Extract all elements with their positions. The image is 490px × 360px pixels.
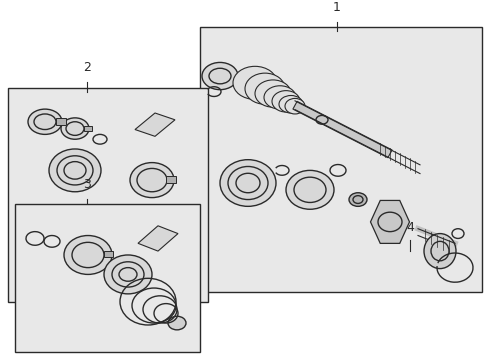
Text: 4: 4: [406, 221, 414, 234]
Ellipse shape: [28, 109, 62, 134]
Ellipse shape: [233, 66, 277, 99]
Ellipse shape: [202, 62, 238, 90]
Bar: [166, 176, 176, 183]
Ellipse shape: [272, 91, 300, 112]
Text: 1: 1: [333, 1, 341, 14]
Ellipse shape: [130, 163, 174, 198]
Ellipse shape: [168, 316, 186, 330]
Bar: [104, 251, 113, 257]
Ellipse shape: [279, 95, 303, 113]
Ellipse shape: [424, 234, 456, 269]
Bar: [56, 118, 66, 125]
Polygon shape: [293, 102, 392, 158]
Ellipse shape: [49, 149, 101, 192]
Ellipse shape: [286, 170, 334, 209]
Bar: [15, 204, 200, 352]
Polygon shape: [370, 201, 410, 243]
Ellipse shape: [104, 255, 152, 294]
Bar: [84, 126, 92, 131]
Polygon shape: [135, 113, 175, 136]
Text: 2: 2: [83, 61, 91, 74]
Polygon shape: [138, 226, 178, 251]
Ellipse shape: [61, 118, 89, 139]
Text: 3: 3: [83, 178, 91, 191]
Bar: [200, 27, 482, 292]
Ellipse shape: [349, 193, 367, 206]
Ellipse shape: [255, 80, 291, 107]
Ellipse shape: [64, 235, 112, 274]
Ellipse shape: [285, 98, 305, 114]
Bar: [8, 88, 208, 302]
Ellipse shape: [220, 160, 276, 206]
Ellipse shape: [245, 73, 285, 104]
Ellipse shape: [264, 86, 296, 109]
